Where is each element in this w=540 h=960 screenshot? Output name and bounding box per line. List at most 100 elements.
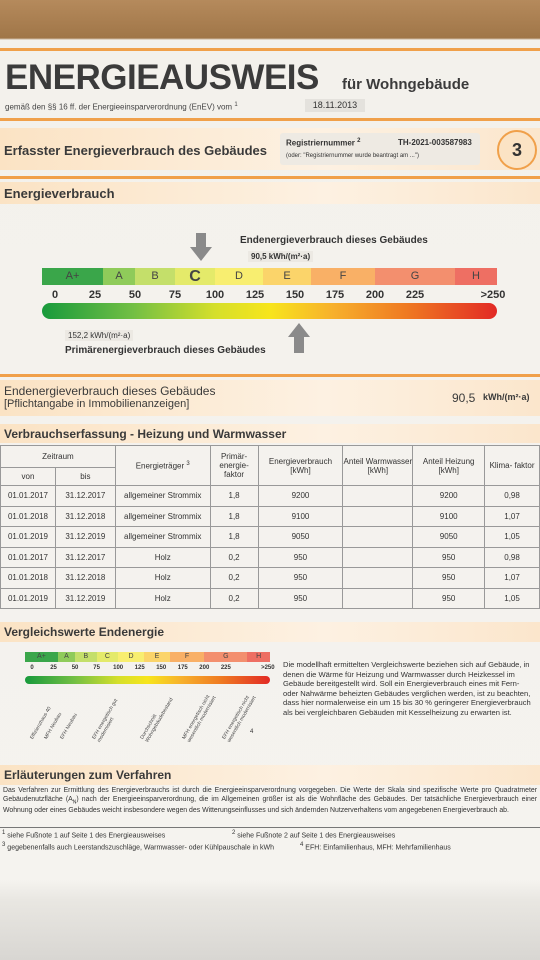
- text: ) nach der Energieeinsparverordnung, die…: [3, 795, 537, 814]
- table-cell: allgemeiner Strommix: [114, 526, 211, 548]
- rule: [0, 374, 540, 377]
- scale-label: 150: [156, 665, 167, 671]
- table-cell: 31.12.2019: [54, 587, 116, 609]
- header-cell: Primär- energie- faktor: [209, 445, 259, 486]
- header-text: bis: [80, 472, 91, 481]
- table-cell: [342, 546, 414, 568]
- subtitle: für Wohngebäude: [342, 76, 470, 93]
- table-cell: 0,2: [209, 567, 259, 589]
- energy-class: G: [204, 652, 248, 662]
- table-cell: [342, 505, 414, 527]
- table-row: 01.01.2017 31.12.2017 Holz 0,2 950 950 0,98: [0, 546, 540, 568]
- footnote-mark: 2: [232, 830, 236, 836]
- primary-value: 152,2 kWh/(m²·a): [65, 330, 134, 341]
- table-cell: 0,2: [209, 546, 259, 568]
- page-number: 3: [497, 130, 537, 170]
- header-cell: Anteil Heizung [kWh]: [412, 445, 486, 486]
- energy-class: E: [263, 268, 311, 285]
- period-header: Zeitraum: [0, 445, 116, 468]
- table-cell: 31.12.2018: [54, 567, 116, 589]
- header-text: von: [21, 472, 35, 481]
- table-cell: 9100: [412, 505, 486, 527]
- table-cell: 31.12.2017: [54, 546, 116, 568]
- reference-label: EFH Neubau: [59, 712, 79, 741]
- energy-class: H: [455, 268, 497, 285]
- table-cell: 01.01.2019: [0, 526, 56, 548]
- table-cell: 01.01.2017: [0, 546, 56, 568]
- header-cell: Klima- faktor: [484, 445, 540, 486]
- scale-label: 0: [30, 665, 34, 671]
- table-cell: 1,05: [484, 526, 540, 548]
- reg-number: TH-2021-003587983: [398, 138, 472, 147]
- scale-label: 100: [113, 665, 124, 671]
- energy-class: A: [57, 652, 76, 662]
- footnote-text: gegebenenfalls auch Leerstandszuschläge,…: [7, 844, 274, 852]
- primary-label: Primärenergieverbrauch dieses Gebäudes: [65, 345, 266, 356]
- scale-label: >250: [261, 665, 275, 671]
- header-cell: Anteil Warmwasser [kWh]: [342, 445, 414, 486]
- table-cell: 9050: [257, 526, 344, 548]
- energy-class: G: [375, 268, 455, 285]
- final-arrow: [190, 233, 212, 261]
- table-cell: 31.12.2017: [54, 485, 116, 507]
- footnote-mark: 4: [300, 842, 304, 848]
- scale-label: 25: [88, 289, 102, 301]
- text: N: [72, 798, 77, 805]
- procedure-title: Erläuterungen zum Verfahren: [4, 768, 172, 782]
- table-cell: 9050: [412, 526, 486, 548]
- header-note: 3: [186, 460, 190, 467]
- table-cell: Holz: [114, 546, 211, 568]
- table-cell: 0,98: [484, 485, 540, 507]
- header-text: Klima- faktor: [489, 461, 535, 470]
- energy-class: H: [247, 652, 270, 662]
- table-cell: 01.01.2017: [0, 485, 56, 507]
- consumption-table: Zeitraum Energieträger 3 Primär- energie- …: [0, 445, 540, 609]
- energy-class: D: [215, 268, 263, 285]
- scale-label: 0: [51, 289, 59, 301]
- header-cell: Energieträger 3: [114, 445, 211, 486]
- reference-label: EFH energetisch nicht wesentlich moderni…: [221, 694, 258, 744]
- table-cell: [342, 485, 414, 507]
- primary-arrow: [288, 323, 310, 353]
- summary-label: Endenergieverbrauch dieses Gebäudes: [4, 384, 216, 398]
- scale-label: 200: [365, 289, 385, 301]
- summary-band: Endenergieverbrauch dieses Gebäudes [Pfl…: [0, 380, 540, 416]
- table-cell: 9100: [257, 505, 344, 527]
- energy-class: B: [75, 652, 97, 662]
- procedure-text: Das Verfahren zur Ermittlung des Energie…: [3, 787, 537, 815]
- scale: 0 25 50 75 100 125 150 175 200 225 >250: [0, 289, 540, 301]
- table-cell: 1,07: [484, 505, 540, 527]
- consumption-title: Energieverbrauch: [4, 186, 115, 201]
- scale-label: 50: [71, 665, 79, 671]
- table-cell: 950: [257, 587, 344, 609]
- energy-class: E: [144, 652, 170, 662]
- header-text: Energieverbrauch [kWh]: [268, 456, 333, 475]
- scale-label: 100: [205, 289, 225, 301]
- table-cell: Holz: [114, 567, 211, 589]
- final-label: Endenergieverbrauch dieses Gebäudes: [240, 235, 428, 246]
- summary-unit: kWh/(m²·a): [483, 392, 530, 402]
- table-row: 01.01.2018 31.12.2018 allgemeiner Strommix…: [0, 505, 540, 527]
- table-cell: 0,98: [484, 546, 540, 568]
- energy-class: A+: [42, 268, 103, 285]
- table-row: 01.01.2018 31.12.2018 Holz 0,2 950 950 1,07: [0, 567, 540, 589]
- scale-label: 225: [220, 665, 231, 671]
- header-cell: bis: [54, 467, 116, 486]
- scale-label: 75: [93, 665, 100, 671]
- energy-class: F: [169, 652, 205, 662]
- summary-value: 90,5: [452, 391, 476, 405]
- table-row: 01.01.2019 31.12.2019 allgemeiner Strommix…: [0, 526, 540, 548]
- scale-label: 50: [128, 289, 142, 301]
- reg-box: Registriernummer 2 TH-2021-003587983 (od…: [280, 133, 480, 165]
- scale-label: 200: [199, 665, 210, 671]
- energy-class: D: [118, 652, 144, 662]
- energy-class: C: [175, 268, 215, 285]
- table-cell: 31.12.2018: [54, 505, 116, 527]
- footnote: 3 gegebenenfalls auch Leerstandszuschläg…: [2, 842, 274, 851]
- table-title: Verbrauchserfassung - Heizung und Warmwa…: [4, 427, 287, 441]
- text: Das Verfahren zur Ermittlung des Energie…: [3, 787, 537, 803]
- compare-class-bar: A+ A B C D E F G H: [0, 652, 280, 662]
- table-cell: 950: [412, 546, 486, 568]
- table-cell: 01.01.2018: [0, 567, 56, 589]
- scale-label: >250: [480, 289, 506, 301]
